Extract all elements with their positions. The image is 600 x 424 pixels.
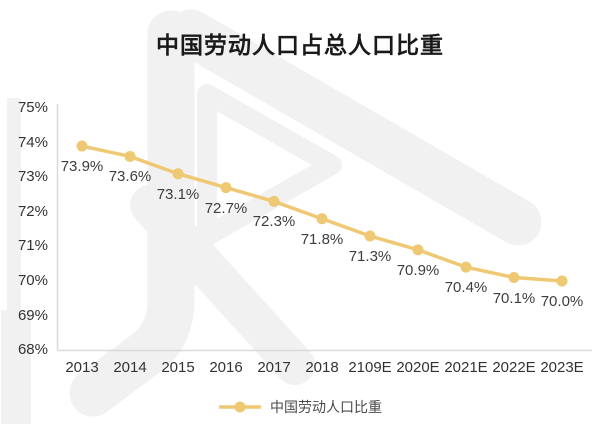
x-axis-tick: 2020E bbox=[396, 359, 440, 376]
y-axis-tick: 71% bbox=[17, 237, 48, 254]
data-label: 73.9% bbox=[60, 158, 104, 175]
data-label: 71.8% bbox=[300, 231, 344, 248]
chart-title: 中国劳动人口占总人口比重 bbox=[156, 32, 444, 58]
y-axis-tick: 73% bbox=[17, 168, 48, 185]
data-label: 70.1% bbox=[492, 290, 536, 307]
y-axis-tick: 70% bbox=[17, 272, 48, 289]
data-label: 73.6% bbox=[108, 168, 152, 185]
x-axis-tick: 2014 bbox=[113, 359, 147, 376]
y-axis-tick: 69% bbox=[17, 307, 48, 324]
x-axis-tick: 2015 bbox=[161, 359, 195, 376]
data-label: 73.1% bbox=[156, 186, 200, 203]
y-axis-tick: 75% bbox=[17, 99, 48, 116]
data-point-marker bbox=[220, 182, 232, 194]
data-point-marker bbox=[412, 244, 424, 256]
data-point-marker bbox=[364, 230, 376, 242]
data-point-marker bbox=[508, 272, 520, 284]
x-axis-tick: 2023E bbox=[540, 359, 584, 376]
x-axis-tick: 2017 bbox=[257, 359, 291, 376]
data-point-marker bbox=[124, 150, 136, 162]
data-point-marker bbox=[76, 140, 88, 152]
data-label: 72.3% bbox=[252, 213, 296, 230]
y-axis-tick: 72% bbox=[17, 203, 48, 220]
x-axis-tick: 2021E bbox=[444, 359, 488, 376]
data-label: 70.0% bbox=[540, 293, 584, 310]
data-point-marker bbox=[460, 261, 472, 273]
legend-label: 中国劳动人口比重 bbox=[270, 399, 382, 415]
x-axis-tick: 2013 bbox=[65, 359, 99, 376]
data-point-marker bbox=[268, 195, 280, 207]
x-axis-tick: 2022E bbox=[492, 359, 536, 376]
data-label: 72.7% bbox=[204, 200, 248, 217]
data-label: 70.4% bbox=[444, 279, 488, 296]
legend: 中国劳动人口比重 bbox=[0, 397, 600, 417]
legend-line-icon bbox=[219, 401, 261, 413]
data-point-marker bbox=[316, 213, 328, 225]
y-axis-tick: 74% bbox=[17, 134, 48, 151]
data-point-marker bbox=[556, 275, 568, 287]
data-label: 70.9% bbox=[396, 262, 440, 279]
x-axis-tick: 2109E bbox=[348, 359, 392, 376]
y-axis-tick: 68% bbox=[17, 341, 48, 358]
x-axis-tick: 2018 bbox=[305, 359, 339, 376]
data-label: 71.3% bbox=[348, 248, 392, 265]
data-point-marker bbox=[172, 168, 184, 180]
x-axis-tick: 2016 bbox=[209, 359, 243, 376]
